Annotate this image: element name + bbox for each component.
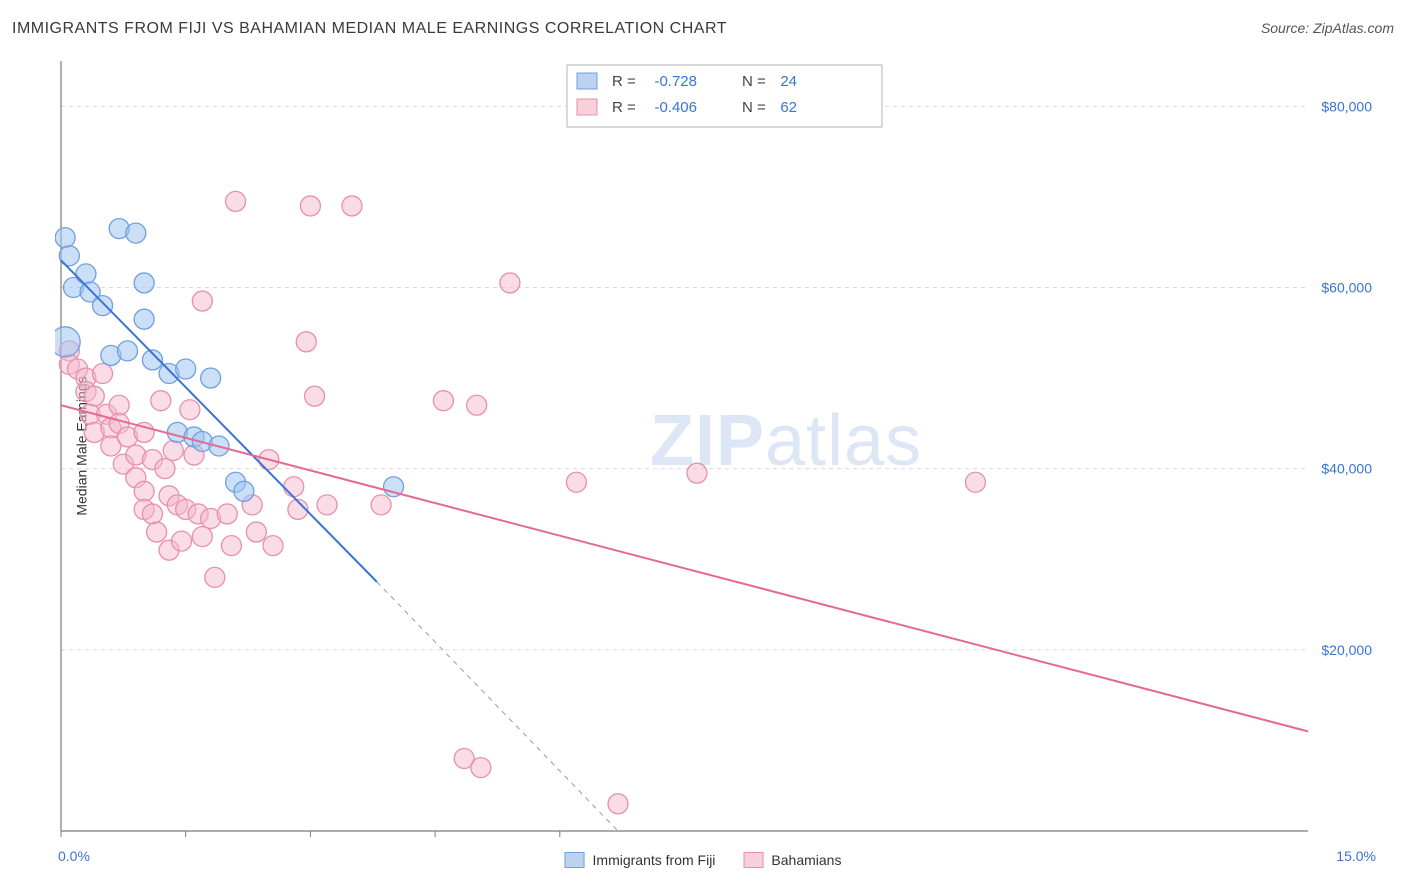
svg-text:24: 24 (780, 73, 797, 90)
legend-label: Immigrants from Fiji (593, 852, 716, 868)
svg-text:$60,000: $60,000 (1321, 279, 1372, 295)
svg-text:N =: N = (742, 99, 766, 116)
svg-text:R =: R = (612, 73, 636, 90)
legend-swatch-icon (743, 852, 763, 868)
svg-text:$80,000: $80,000 (1321, 98, 1372, 114)
chart-header: IMMIGRANTS FROM FIJI VS BAHAMIAN MEDIAN … (12, 20, 1394, 38)
legend-label: Bahamians (771, 852, 841, 868)
chart-source: Source: ZipAtlas.com (1261, 20, 1394, 36)
scatter-chart-svg: $20,000 $40,000 $60,000 $80,000 R = -0.728 N =… (55, 55, 1378, 837)
legend-swatch-icon (565, 852, 585, 868)
svg-text:$40,000: $40,000 (1321, 461, 1372, 477)
chart-title: IMMIGRANTS FROM FIJI VS BAHAMIAN MEDIAN … (12, 20, 727, 38)
svg-text:R =: R = (612, 99, 636, 116)
bottom-legend: Immigrants from Fiji Bahamians (565, 852, 842, 868)
svg-text:-0.728: -0.728 (654, 73, 697, 90)
svg-text:-0.406: -0.406 (654, 99, 697, 116)
svg-text:62: 62 (780, 99, 797, 116)
legend-item-bahamians: Bahamians (743, 852, 841, 868)
chart-plot-area: $20,000 $40,000 $60,000 $80,000 R = -0.728 N =… (55, 55, 1378, 837)
legend-item-fiji: Immigrants from Fiji (565, 852, 716, 868)
x-axis-max-label: 15.0% (1336, 848, 1376, 864)
x-axis-min-label: 0.0% (58, 848, 90, 864)
svg-text:$20,000: $20,000 (1321, 642, 1372, 658)
svg-text:N =: N = (742, 73, 766, 90)
